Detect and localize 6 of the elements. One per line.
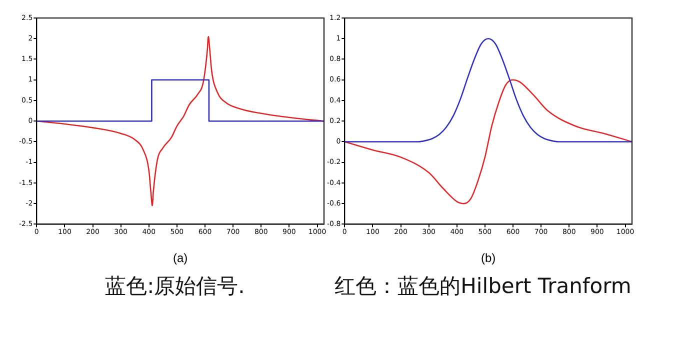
x-axis-title: (b) <box>480 251 496 266</box>
line-series <box>344 38 632 142</box>
text: 红色：蓝色的Hilbert Tranform <box>334 273 632 300</box>
x-axis-title: (a) <box>172 251 188 266</box>
text: 蓝色:原始信号. <box>105 274 245 298</box>
line-series <box>344 79 632 204</box>
